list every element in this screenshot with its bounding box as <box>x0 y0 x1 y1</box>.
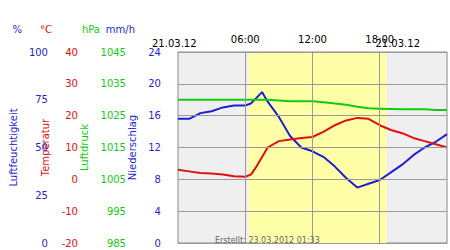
svg-text:995: 995 <box>107 206 126 217</box>
svg-text:985: 985 <box>107 238 126 249</box>
svg-text:0: 0 <box>42 238 48 249</box>
svg-text:20: 20 <box>148 78 161 89</box>
svg-text:Erstellt: 23.03.2012 01:33: Erstellt: 23.03.2012 01:33 <box>215 236 320 245</box>
svg-text:24: 24 <box>148 47 161 58</box>
svg-text:06:00: 06:00 <box>231 34 260 45</box>
svg-text:12: 12 <box>148 142 161 153</box>
svg-text:40: 40 <box>65 47 78 58</box>
svg-text:Temperatur: Temperatur <box>40 118 52 177</box>
svg-text:1035: 1035 <box>101 78 126 89</box>
svg-text:Luftdruck: Luftdruck <box>79 124 90 171</box>
svg-text:12:00: 12:00 <box>298 34 327 45</box>
svg-text:8: 8 <box>155 174 161 185</box>
svg-text:21.03.12: 21.03.12 <box>375 37 420 49</box>
svg-text:Luftfeuchtigkeit: Luftfeuchtigkeit <box>8 108 19 186</box>
svg-text:20: 20 <box>65 110 78 121</box>
svg-text:100: 100 <box>29 47 48 58</box>
svg-text:21.03.12: 21.03.12 <box>152 37 197 49</box>
svg-text:4: 4 <box>155 206 161 217</box>
svg-text:16: 16 <box>148 110 161 121</box>
svg-text:1045: 1045 <box>101 47 126 58</box>
svg-text:mm/h: mm/h <box>106 24 135 35</box>
svg-text:-20: -20 <box>62 238 78 249</box>
svg-text:°C: °C <box>40 24 52 35</box>
svg-text:25: 25 <box>35 190 48 201</box>
svg-text:75: 75 <box>35 94 48 105</box>
svg-text:0: 0 <box>72 174 78 185</box>
svg-text:1025: 1025 <box>101 110 126 121</box>
svg-text:10: 10 <box>65 142 78 153</box>
svg-text:30: 30 <box>65 78 78 89</box>
svg-text:hPa: hPa <box>82 24 100 35</box>
svg-text:1005: 1005 <box>101 174 126 185</box>
svg-text:50: 50 <box>35 142 48 153</box>
svg-text:18:00: 18:00 <box>365 34 394 45</box>
svg-text:1015: 1015 <box>101 142 126 153</box>
svg-text:-10: -10 <box>62 206 78 217</box>
svg-text:0: 0 <box>155 238 161 249</box>
svg-text:%: % <box>12 24 22 35</box>
svg-text:Niederschlag: Niederschlag <box>127 115 138 180</box>
